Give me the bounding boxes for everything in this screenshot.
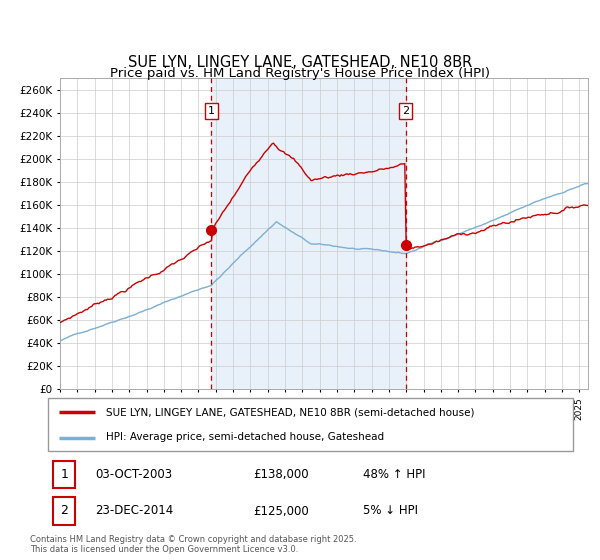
Text: £125,000: £125,000 [253,505,308,517]
Text: 48% ↑ HPI: 48% ↑ HPI [363,468,425,481]
FancyBboxPatch shape [53,497,76,525]
Text: Price paid vs. HM Land Registry's House Price Index (HPI): Price paid vs. HM Land Registry's House … [110,67,490,80]
Text: 1: 1 [61,468,68,481]
Text: SUE LYN, LINGEY LANE, GATESHEAD, NE10 8BR (semi-detached house): SUE LYN, LINGEY LANE, GATESHEAD, NE10 8B… [106,408,474,418]
Text: 03-OCT-2003: 03-OCT-2003 [95,468,172,481]
Text: SUE LYN, LINGEY LANE, GATESHEAD, NE10 8BR: SUE LYN, LINGEY LANE, GATESHEAD, NE10 8B… [128,55,472,70]
FancyBboxPatch shape [53,461,76,488]
Text: £138,000: £138,000 [253,468,308,481]
Text: 1: 1 [208,106,215,116]
Text: HPI: Average price, semi-detached house, Gateshead: HPI: Average price, semi-detached house,… [106,432,384,442]
Bar [211,78,406,389]
Text: Contains HM Land Registry data © Crown copyright and database right 2025.
This d: Contains HM Land Registry data © Crown c… [30,535,356,554]
Text: 23-DEC-2014: 23-DEC-2014 [95,505,173,517]
FancyBboxPatch shape [48,398,573,451]
Text: 2: 2 [61,505,68,517]
Text: 5% ↓ HPI: 5% ↓ HPI [363,505,418,517]
Text: 2: 2 [402,106,409,116]
